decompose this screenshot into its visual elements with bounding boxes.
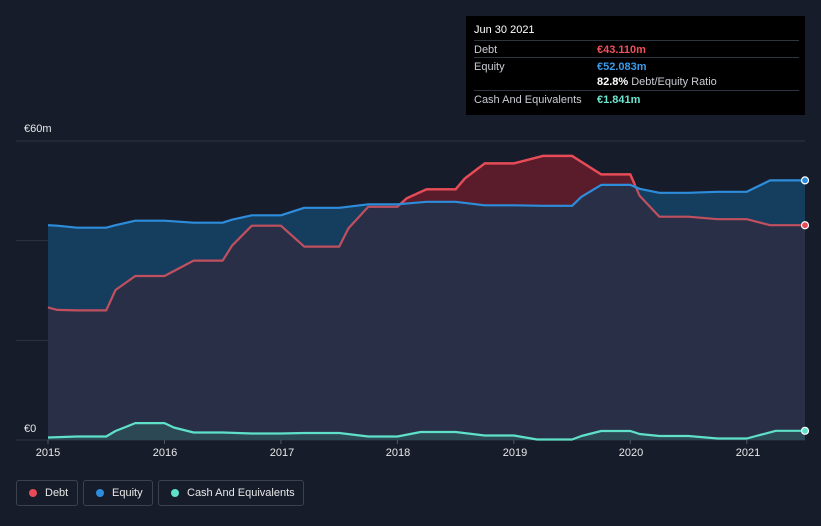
tooltip-row-cash: Cash And Equivalents €1.841m bbox=[474, 90, 799, 108]
tooltip-ratio: 82.8% Debt/Equity Ratio bbox=[597, 76, 717, 88]
tooltip-ratio-value: 82.8% bbox=[597, 76, 629, 88]
base-area bbox=[48, 184, 805, 440]
cash-area bbox=[48, 423, 805, 440]
x-tick-label: 2016 bbox=[152, 447, 178, 459]
debt-dot-icon bbox=[29, 489, 37, 497]
tooltip-cash-value: €1.841m bbox=[597, 94, 641, 106]
cash-dot-icon bbox=[171, 489, 179, 497]
tooltip-equity-label: Equity bbox=[474, 61, 505, 73]
legend-item-cash[interactable]: Cash And Equivalents bbox=[158, 480, 304, 506]
hover-tooltip: Jun 30 2021 Debt €43.110m Equity €52.083… bbox=[466, 16, 805, 115]
debt-line-highlight bbox=[400, 154, 637, 205]
debt-end-marker bbox=[800, 221, 810, 230]
tooltip-cash-label: Cash And Equivalents bbox=[474, 94, 582, 106]
x-tick-label: 2018 bbox=[385, 447, 411, 459]
equity-end-marker bbox=[800, 176, 810, 185]
cash-end-marker bbox=[800, 426, 810, 435]
tooltip-debt-value: €43.110m bbox=[597, 44, 646, 56]
legend-debt-label: Debt bbox=[45, 487, 69, 499]
tooltip-row-equity: Equity €52.083m bbox=[474, 57, 799, 75]
x-tick-label: 2017 bbox=[269, 447, 295, 459]
x-tick-label: 2015 bbox=[35, 447, 61, 459]
legend-item-debt[interactable]: Debt bbox=[16, 480, 78, 506]
tooltip-debt-label: Debt bbox=[474, 44, 498, 56]
tooltip-ratio-label: Debt/Equity Ratio bbox=[631, 76, 717, 88]
tooltip-equity-value: €52.083m bbox=[597, 61, 647, 73]
legend-item-equity[interactable]: Equity bbox=[83, 480, 153, 506]
x-tick-label: 2020 bbox=[618, 447, 644, 459]
equity-line bbox=[47, 179, 805, 229]
cash-line bbox=[47, 422, 805, 441]
legend-cash-label: Cash And Equivalents bbox=[187, 487, 295, 499]
y-axis-max-label: €60m bbox=[24, 123, 52, 135]
tooltip-row-debt: Debt €43.110m bbox=[474, 40, 799, 58]
debt-excess-area bbox=[400, 155, 635, 206]
legend-equity-label: Equity bbox=[112, 487, 143, 499]
x-tick-label: 2019 bbox=[502, 447, 528, 459]
equity-dot-icon bbox=[96, 489, 104, 497]
tooltip-date: Jun 30 2021 bbox=[474, 24, 535, 36]
y-axis-zero-label: €0 bbox=[24, 423, 37, 435]
tooltip-row-ratio: 82.8% Debt/Equity Ratio bbox=[474, 73, 799, 90]
equity-excess-area bbox=[636, 180, 805, 226]
x-tick-label: 2021 bbox=[735, 447, 761, 459]
